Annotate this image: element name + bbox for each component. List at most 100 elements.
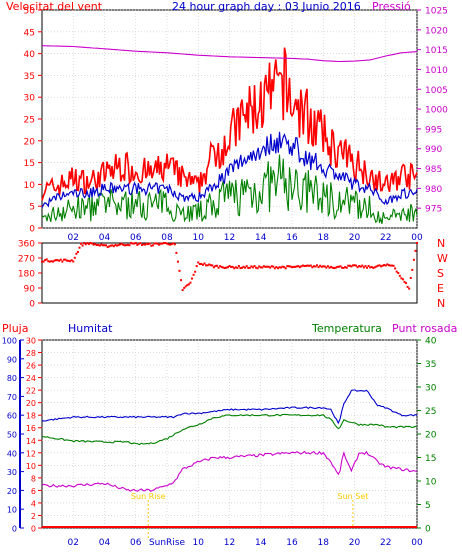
humidity-tick-label: 30: [7, 468, 17, 477]
direction-point: [56, 259, 59, 262]
direction-point: [398, 274, 401, 277]
direction-point: [319, 264, 322, 267]
direction-point: [64, 258, 67, 261]
direction-point: [292, 265, 295, 268]
direction-point: [42, 260, 45, 263]
x-tick-label: 10: [193, 233, 205, 243]
chart-title: 24 hour graph day : 03 Junio 2016: [172, 0, 361, 13]
rain-tick-label: 20: [26, 399, 36, 408]
direction-tick-label: 270: [18, 255, 35, 265]
direction-point: [330, 265, 333, 268]
direction-point: [309, 264, 312, 267]
pressure-tick-label: 980: [425, 185, 442, 195]
direction-point: [251, 266, 254, 269]
direction-point: [220, 265, 223, 268]
direction-point: [203, 262, 206, 265]
direction-plot-frame: [41, 242, 418, 304]
direction-point: [148, 242, 151, 245]
direction-point: [114, 243, 117, 246]
direction-point: [291, 266, 293, 269]
direction-point: [244, 266, 247, 269]
direction-point: [298, 266, 301, 269]
direction-point: [264, 265, 267, 268]
direction-point: [276, 267, 279, 270]
direction-point: [242, 265, 245, 268]
direction-point: [111, 244, 114, 247]
x-tick-label: SunRise: [149, 538, 186, 548]
direction-point: [145, 242, 148, 245]
direction-point: [200, 262, 203, 265]
direction-point: [261, 266, 264, 269]
direction-point: [205, 264, 208, 267]
direction-point: [295, 265, 298, 268]
direction-point: [253, 265, 256, 268]
temperature-tick-label: 10: [425, 478, 437, 488]
direction-point: [98, 244, 101, 247]
direction-point: [411, 268, 414, 271]
direction-point: [412, 258, 415, 261]
humidity-series: [41, 389, 418, 425]
direction-point: [95, 244, 98, 247]
temperature-tick-label: 40: [425, 337, 437, 347]
direction-point: [389, 264, 392, 267]
direction-point: [303, 265, 306, 268]
direction-point: [320, 265, 323, 268]
compass-label: E: [437, 282, 444, 295]
direction-point: [339, 265, 342, 268]
direction-point: [306, 264, 309, 267]
direction-point: [392, 264, 395, 267]
x-tick-label: 22: [380, 538, 391, 548]
direction-point: [403, 280, 406, 283]
direction-point: [331, 266, 334, 269]
direction-point: [231, 265, 234, 268]
direction-point: [136, 243, 139, 246]
direction-point: [226, 266, 229, 269]
direction-point: [80, 242, 83, 245]
direction-point: [91, 242, 93, 245]
x-tick-label: 04: [99, 233, 111, 243]
direction-point: [92, 243, 95, 246]
direction-point: [347, 264, 350, 267]
direction-point: [103, 244, 106, 247]
direction-point: [373, 266, 376, 269]
legend-temperature: Temperatura: [311, 322, 382, 335]
direction-point: [381, 264, 384, 267]
direction-point: [362, 266, 365, 269]
direction-point: [55, 259, 58, 262]
direction-point: [369, 266, 372, 269]
direction-point: [322, 265, 325, 268]
direction-point: [112, 245, 115, 248]
x-tick-label: 00: [411, 233, 423, 243]
direction-point: [128, 244, 131, 247]
x-tick-label: 16: [286, 538, 298, 548]
temperature-tick-label: 35: [425, 360, 436, 370]
wind-tick-label: 15: [24, 159, 35, 169]
direction-point: [378, 264, 381, 267]
direction-point: [262, 265, 265, 268]
direction-point: [383, 263, 386, 266]
direction-point: [212, 266, 215, 269]
pressure-tick-label: 1015: [425, 46, 448, 56]
direction-point: [192, 273, 195, 276]
direction-point: [248, 266, 251, 269]
direction-point: [241, 266, 243, 269]
direction-point: [384, 264, 387, 267]
wind-speed-label: Velocitat del vent: [6, 0, 103, 13]
direction-point: [151, 244, 154, 247]
direction-point: [76, 250, 79, 253]
direction-point: [167, 243, 170, 246]
wind-tick-label: 40: [24, 50, 36, 60]
temperature-tick-label: 5: [425, 501, 431, 511]
rain-tick-label: 16: [26, 424, 36, 433]
direction-point: [380, 265, 383, 268]
direction-point: [289, 265, 292, 268]
direction-point: [70, 259, 73, 262]
rain-tick-label: 6: [31, 487, 36, 496]
direction-point: [273, 267, 276, 270]
direction-point: [155, 242, 158, 245]
direction-point: [159, 242, 162, 245]
direction-point: [269, 266, 272, 269]
direction-point: [62, 258, 65, 261]
direction-point: [161, 242, 164, 245]
direction-point: [325, 266, 328, 269]
